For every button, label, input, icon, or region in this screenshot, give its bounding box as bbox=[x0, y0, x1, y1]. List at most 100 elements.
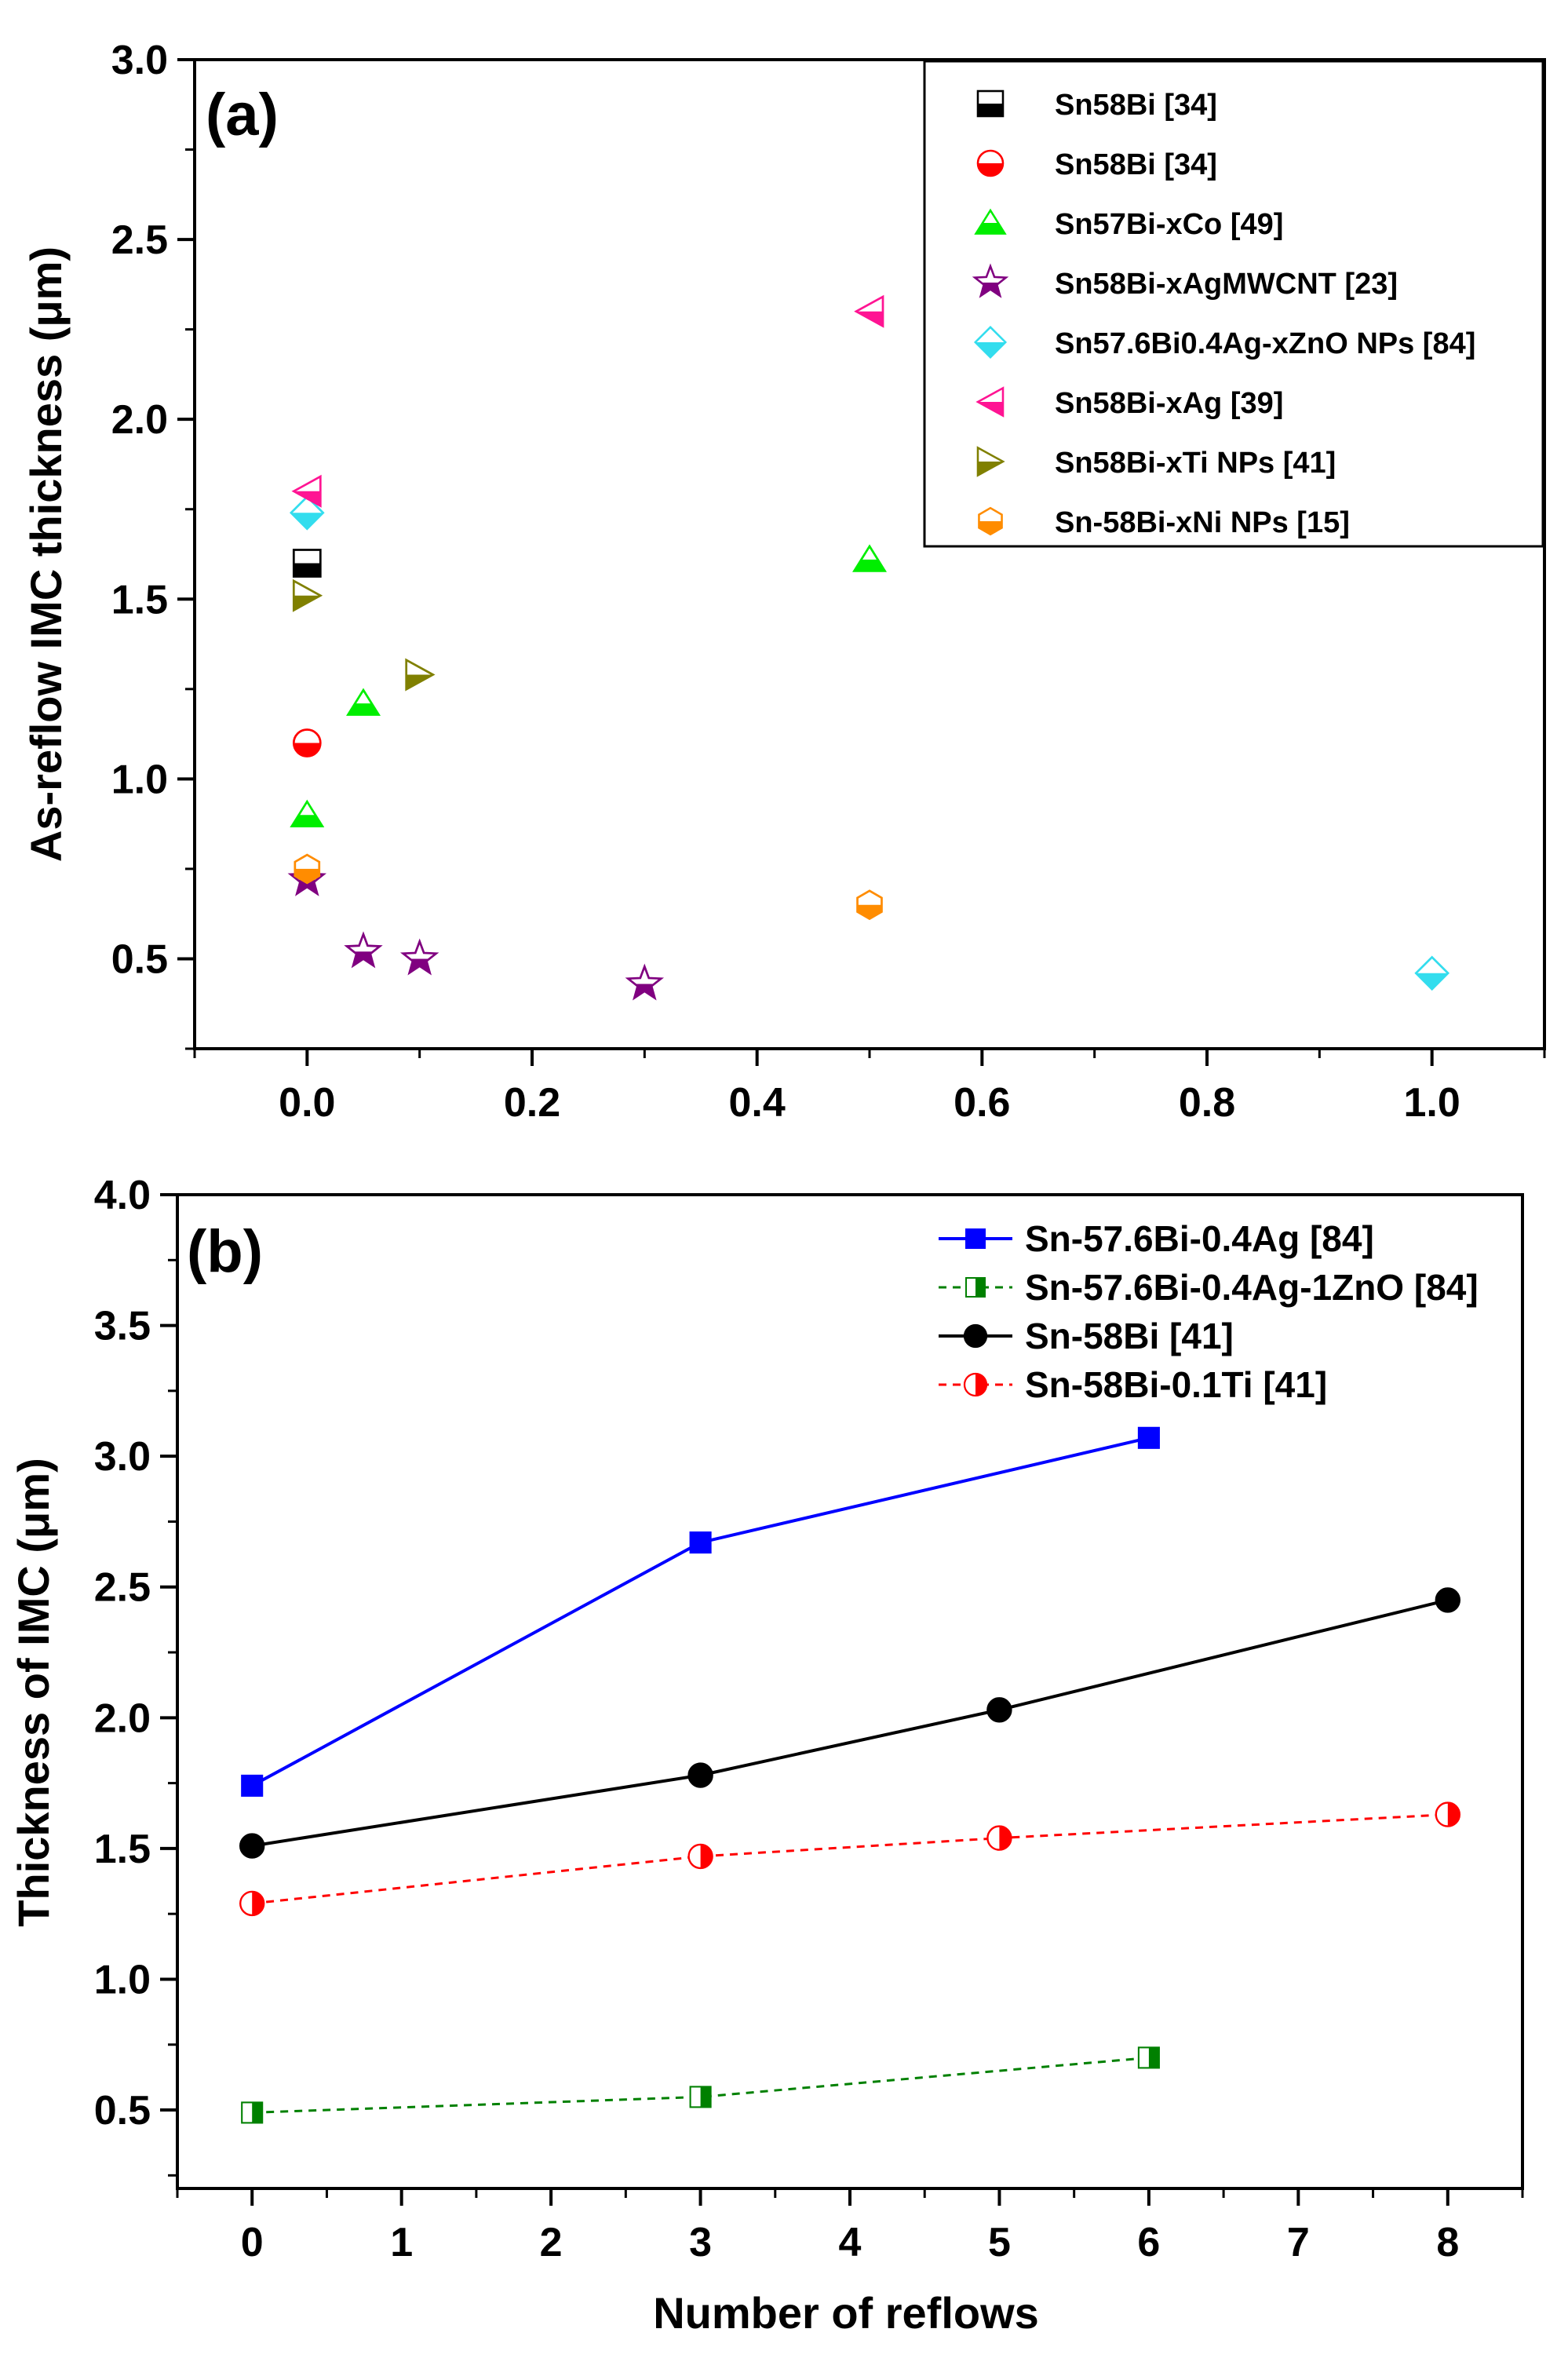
panel-a-scatter-chart: 0.0 0.2 0.4 0.6 0.8 1.0 0.5 1.0 1.5 2.0 2.5 3.0 (a)… bbox=[21, 38, 1546, 1126]
panel-b-point-sn-58bi-41 bbox=[986, 1697, 1012, 1723]
panel-b-point-sn-58bi-41 bbox=[1435, 1587, 1461, 1613]
panel-a-x-tick-label: 0.6 bbox=[954, 1080, 1010, 1126]
panel-a-point-sn58bi-xag-39 bbox=[854, 294, 884, 328]
panel-a-point-sn58bi-34 bbox=[292, 549, 322, 578]
panel-a-legend-label-sn58bi-xag-39: Sn58Bi-xAg [39] bbox=[1055, 387, 1283, 420]
panel-a-point-sn57bi-xco-49 bbox=[346, 688, 381, 716]
panel-b-point-sn-58bi-41 bbox=[687, 1762, 713, 1788]
panel-a-legend-label-sn-58bi-xni-nps-15: Sn-58Bi-xNi NPs [15] bbox=[1055, 506, 1350, 539]
panel-a-x-tick-label: 0.4 bbox=[729, 1080, 786, 1126]
panel-b-point-sn-57-6bi-0-4ag-84 bbox=[689, 1531, 712, 1554]
panel-a-legend-label-sn57bi-xco-49: Sn57Bi-xCo [49] bbox=[1055, 208, 1283, 241]
panel-a-legend: Sn58Bi [34] Sn58Bi [34] Sn57Bi-xCo [49] Sn5… bbox=[972, 89, 1475, 539]
panel-a-point-sn57-6bi0-4ag-xzno-nps-84 bbox=[1414, 955, 1450, 991]
panel-b-x-tick-label: 5 bbox=[988, 2220, 1011, 2265]
panel-a-legend-box bbox=[923, 60, 1544, 548]
panel-a-ticks: 0.0 0.2 0.4 0.6 0.8 1.0 0.5 1.0 1.5 2.0 2.5 3.0 bbox=[111, 38, 1546, 1126]
panel-a-point-sn58bi-xti-nps-41 bbox=[405, 658, 436, 692]
panel-b-legend: Sn-57.6Bi-0.4Ag [84] Sn-57.6Bi-0.4Ag-1ZnO… bbox=[939, 1218, 1479, 1405]
panel-b-line-chart: 0 1 2 3 4 5 6 7 8 0.5 1.0 1.5 2.0 2.5 3.0 3.5 4.0 (b) Th… bbox=[9, 1173, 1524, 2338]
panel-b-point-sn-58bi-0-1ti-41 bbox=[1435, 1801, 1461, 1827]
panel-a-y-tick-label: 3.0 bbox=[111, 38, 168, 83]
panel-b-x-tick-label: 0 bbox=[241, 2220, 264, 2265]
panel-a-legend-label-sn57-6bi0-4ag-xzno-nps-84: Sn57.6Bi0.4Ag-xZnO NPs [84] bbox=[1055, 327, 1475, 360]
panel-b-ticks: 0 1 2 3 4 5 6 7 8 0.5 1.0 1.5 2.0 2.5 3.0 3.5 4.0 bbox=[94, 1173, 1524, 2265]
panel-a-point-sn58bi-xti-nps-41 bbox=[292, 579, 323, 612]
panel-b-legend-marker-sn-57-6bi-0-4ag-1zno-84 bbox=[965, 1277, 986, 1298]
panel-b-legend-label-sn-57-6bi-0-4ag-84: Sn-57.6Bi-0.4Ag [84] bbox=[1025, 1218, 1374, 1259]
panel-b-label: (b) bbox=[187, 1218, 263, 1285]
panel-a-legend-marker-sn58bi-xag-39 bbox=[975, 386, 1005, 418]
panel-b-y-tick-label: 2.0 bbox=[94, 1696, 151, 1741]
panel-b-x-tick-label: 1 bbox=[390, 2220, 413, 2265]
panel-b-y-tick-label: 0.5 bbox=[94, 2088, 151, 2134]
panel-b-series-lines bbox=[251, 1436, 1449, 2114]
panel-a-x-tick-label: 0.8 bbox=[1179, 1080, 1235, 1126]
panel-b-legend-marker-sn-57-6bi-0-4ag-84 bbox=[965, 1228, 986, 1249]
panel-a-legend-marker-sn58bi-34 bbox=[976, 149, 1005, 177]
panel-b-legend-label-sn-57-6bi-0-4ag-1zno-84: Sn-57.6Bi-0.4Ag-1ZnO [84] bbox=[1025, 1267, 1479, 1308]
panel-a-legend-marker-sn58bi-34 bbox=[976, 89, 1005, 118]
panel-a-legend-marker-sn58bi-xagmwcnt-23 bbox=[972, 263, 1009, 298]
panel-a-point-sn57bi-xco-49 bbox=[290, 799, 325, 828]
panel-b-y-tick-label: 3.0 bbox=[94, 1434, 151, 1480]
panel-b-x-tick-label: 2 bbox=[540, 2220, 563, 2265]
panel-b-y-tick-label: 1.5 bbox=[94, 1827, 151, 1872]
panel-b-point-sn-58bi-0-1ti-41 bbox=[239, 1890, 265, 1917]
panel-b-x-axis-title: Number of reflows bbox=[653, 2288, 1039, 2338]
panel-b-legend-marker-sn-58bi-0-1ti-41 bbox=[963, 1372, 988, 1397]
panel-b-x-tick-label: 6 bbox=[1137, 2220, 1160, 2265]
panel-a-x-tick-label: 0.2 bbox=[504, 1080, 560, 1126]
panel-b-legend-label-sn-58bi-0-1ti-41: Sn-58Bi-0.1Ti [41] bbox=[1025, 1364, 1327, 1405]
panel-a-legend-label-sn58bi-xti-nps-41: Sn58Bi-xTi NPs [41] bbox=[1055, 447, 1336, 480]
panel-a-point-sn58bi-xagmwcnt-23 bbox=[625, 963, 665, 1001]
panel-a-legend-marker-sn57bi-xco-49 bbox=[974, 208, 1007, 235]
panel-a-point-sn58bi-xagmwcnt-23 bbox=[399, 938, 439, 976]
panel-a-point-sn57bi-xco-49 bbox=[852, 544, 887, 572]
panel-b-point-sn-57-6bi-0-4ag-1zno-84 bbox=[689, 2086, 712, 2108]
panel-a-y-tick-label: 2.5 bbox=[111, 217, 168, 263]
panel-a-y-tick-label: 2.0 bbox=[111, 397, 168, 443]
panel-b-point-sn-57-6bi-0-4ag-84 bbox=[241, 1774, 264, 1797]
panel-a-legend-label-sn58bi-xagmwcnt-23: Sn58Bi-xAgMWCNT [23] bbox=[1055, 268, 1398, 301]
panel-b-line-sn-57-6bi-0-4ag-1zno-84 bbox=[252, 2056, 1150, 2114]
panel-b-x-tick-label: 3 bbox=[689, 2220, 712, 2265]
panel-a-label: (a) bbox=[206, 82, 279, 148]
panel-a-point-sn58bi-xagmwcnt-23 bbox=[344, 931, 383, 969]
panel-a-legend-marker-sn57-6bi0-4ag-xzno-nps-84 bbox=[973, 325, 1008, 360]
panel-a-y-axis-title: As-reflow IMC thickness (μm) bbox=[21, 246, 71, 862]
panel-b-y-tick-label: 4.0 bbox=[94, 1173, 151, 1218]
panel-b-legend-label-sn-58bi-41: Sn-58Bi [41] bbox=[1025, 1316, 1234, 1356]
panel-a-x-tick-label: 1.0 bbox=[1404, 1080, 1460, 1126]
panel-b-y-tick-label: 2.5 bbox=[94, 1565, 151, 1611]
panel-b-point-sn-57-6bi-0-4ag-1zno-84 bbox=[1137, 2046, 1160, 2069]
panel-a-y-tick-label: 1.0 bbox=[111, 757, 168, 802]
panel-b-data-points bbox=[239, 1426, 1461, 2124]
panel-a-y-tick-label: 1.5 bbox=[111, 577, 168, 622]
panel-a-y-tick-label: 0.5 bbox=[111, 936, 168, 982]
panel-b-point-sn-58bi-0-1ti-41 bbox=[687, 1843, 713, 1870]
panel-b-point-sn-58bi-41 bbox=[239, 1833, 265, 1859]
panel-b-line-sn-58bi-41 bbox=[251, 1598, 1449, 1848]
panel-b-x-tick-label: 8 bbox=[1436, 2220, 1459, 2265]
panel-b-y-tick-label: 1.0 bbox=[94, 1957, 151, 2002]
panel-a-data-points bbox=[287, 294, 1450, 1001]
panel-a-legend-marker-sn58bi-xti-nps-41 bbox=[976, 446, 1005, 477]
panel-b-point-sn-57-6bi-0-4ag-84 bbox=[1137, 1426, 1160, 1449]
panel-a-x-tick-label: 0.0 bbox=[279, 1080, 335, 1126]
panel-b-point-sn-57-6bi-0-4ag-1zno-84 bbox=[241, 2101, 264, 2124]
panel-b-line-sn-58bi-0-1ti-41 bbox=[252, 1813, 1448, 1905]
panel-a-legend-label-sn58bi-34: Sn58Bi [34] bbox=[1055, 89, 1217, 122]
panel-a-point-sn58bi-34 bbox=[292, 728, 322, 757]
panel-a-point-sn57-6bi0-4ag-xzno-nps-84 bbox=[289, 495, 325, 531]
panel-a-point-sn-58bi-xni-nps-15 bbox=[856, 889, 883, 921]
panel-b-legend-marker-sn-58bi-41 bbox=[963, 1323, 988, 1349]
panel-b-plot-frame bbox=[176, 1193, 1524, 2190]
panel-a-legend-label-sn58bi-34: Sn58Bi [34] bbox=[1055, 148, 1217, 181]
panel-a-point-sn58bi-xag-39 bbox=[291, 474, 322, 508]
panel-b-x-tick-label: 4 bbox=[839, 2220, 862, 2265]
panel-a-legend-marker-sn-58bi-xni-nps-15 bbox=[978, 506, 1003, 536]
panel-b-x-tick-label: 7 bbox=[1287, 2220, 1310, 2265]
panel-b-y-tick-label: 3.5 bbox=[94, 1304, 151, 1349]
